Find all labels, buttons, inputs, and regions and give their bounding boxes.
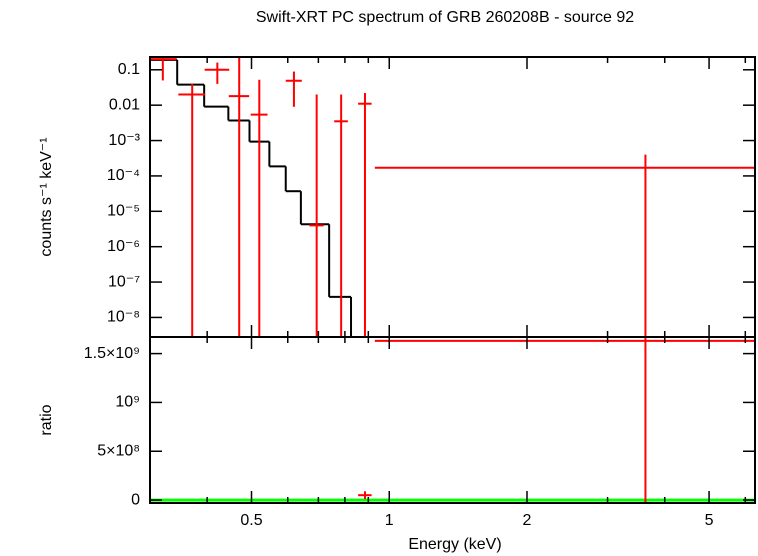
x-axis-label: Energy (keV): [408, 536, 501, 553]
y-tick-label: 1.5×10⁹: [84, 345, 140, 362]
plot-area: [150, 57, 755, 337]
x-tick-label: 0.5: [240, 512, 262, 529]
y-tick-label: 10⁻³: [108, 132, 140, 149]
x-tick-label: 2: [523, 512, 532, 529]
y-tick-label: 0.01: [109, 96, 140, 113]
y-axis-label: ratio: [38, 404, 55, 435]
chart-title: Swift-XRT PC spectrum of GRB 260208B - s…: [256, 9, 634, 26]
y-tick-label: 10⁻⁵: [107, 203, 140, 220]
panel-frame: [149, 336, 756, 504]
y-tick-label: 5×10⁸: [97, 442, 140, 459]
y-tick-label: 10⁹: [115, 394, 140, 411]
x-tick-label: 5: [705, 512, 714, 529]
y-tick-label: 10⁻⁷: [108, 273, 140, 290]
y-tick-label: 0: [131, 491, 140, 508]
x-tick-label: 1: [385, 512, 394, 529]
y-tick-label: 10⁻⁴: [107, 167, 140, 184]
y-tick-label: 0.1: [118, 61, 140, 78]
panel-frame: [149, 56, 756, 338]
y-tick-label: 10⁻⁸: [107, 309, 140, 326]
y-tick-label: 10⁻⁶: [107, 238, 140, 255]
y-axis-label: counts s⁻¹ keV⁻¹: [38, 137, 55, 256]
